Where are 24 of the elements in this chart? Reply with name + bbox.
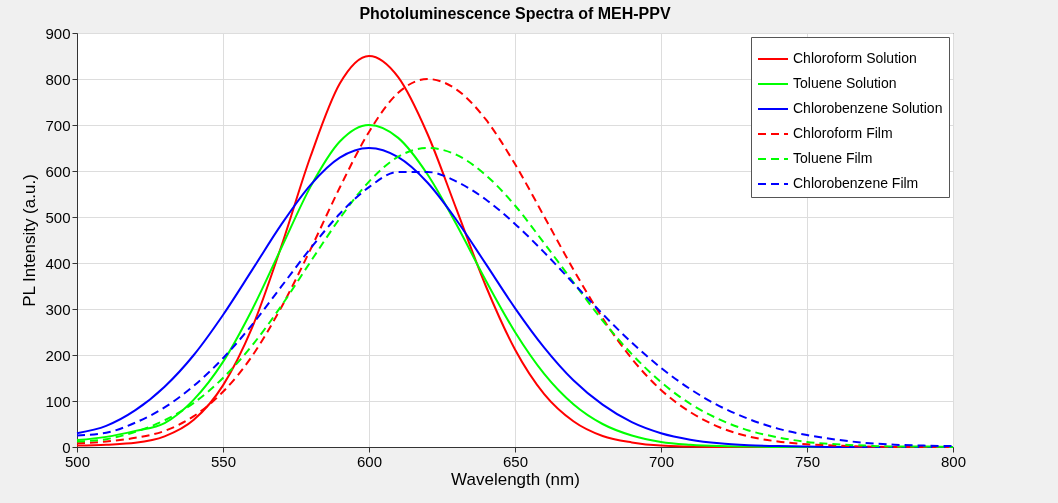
y-tick-label: 700 — [45, 116, 71, 134]
x-tick-label: 550 — [210, 452, 237, 470]
legend-label: Chloroform Solution — [793, 50, 917, 66]
y-tick-label: 300 — [45, 300, 71, 318]
y-tick-label: 600 — [45, 162, 71, 180]
legend-label: Chlorobenzene Solution — [793, 100, 943, 116]
y-tick-label: 800 — [45, 70, 71, 88]
y-tick-label: 200 — [45, 346, 71, 364]
x-axis-title: Wavelength (nm) — [451, 469, 580, 489]
legend-label: Toluene Film — [793, 150, 873, 166]
legend-label: Chlorobenzene Film — [793, 175, 919, 191]
y-axis-title: PL Intensity (a.u.) — [20, 174, 40, 307]
legend-label: Chloroform Film — [793, 125, 893, 141]
x-tick-label: 650 — [502, 452, 529, 470]
x-tick-label: 750 — [794, 452, 821, 470]
chart-title: Photoluminescence Spectra of MEH-PPV — [359, 5, 671, 22]
x-tick-label: 600 — [356, 452, 383, 470]
legend-label: Toluene Solution — [793, 75, 897, 91]
x-tick-label: 800 — [940, 452, 967, 470]
y-tick-label: 400 — [45, 254, 71, 272]
x-tick-label: 700 — [648, 452, 675, 470]
y-tick-label: 500 — [45, 208, 71, 226]
y-tick-label: 900 — [45, 24, 71, 42]
y-tick-label: 100 — [45, 392, 71, 410]
